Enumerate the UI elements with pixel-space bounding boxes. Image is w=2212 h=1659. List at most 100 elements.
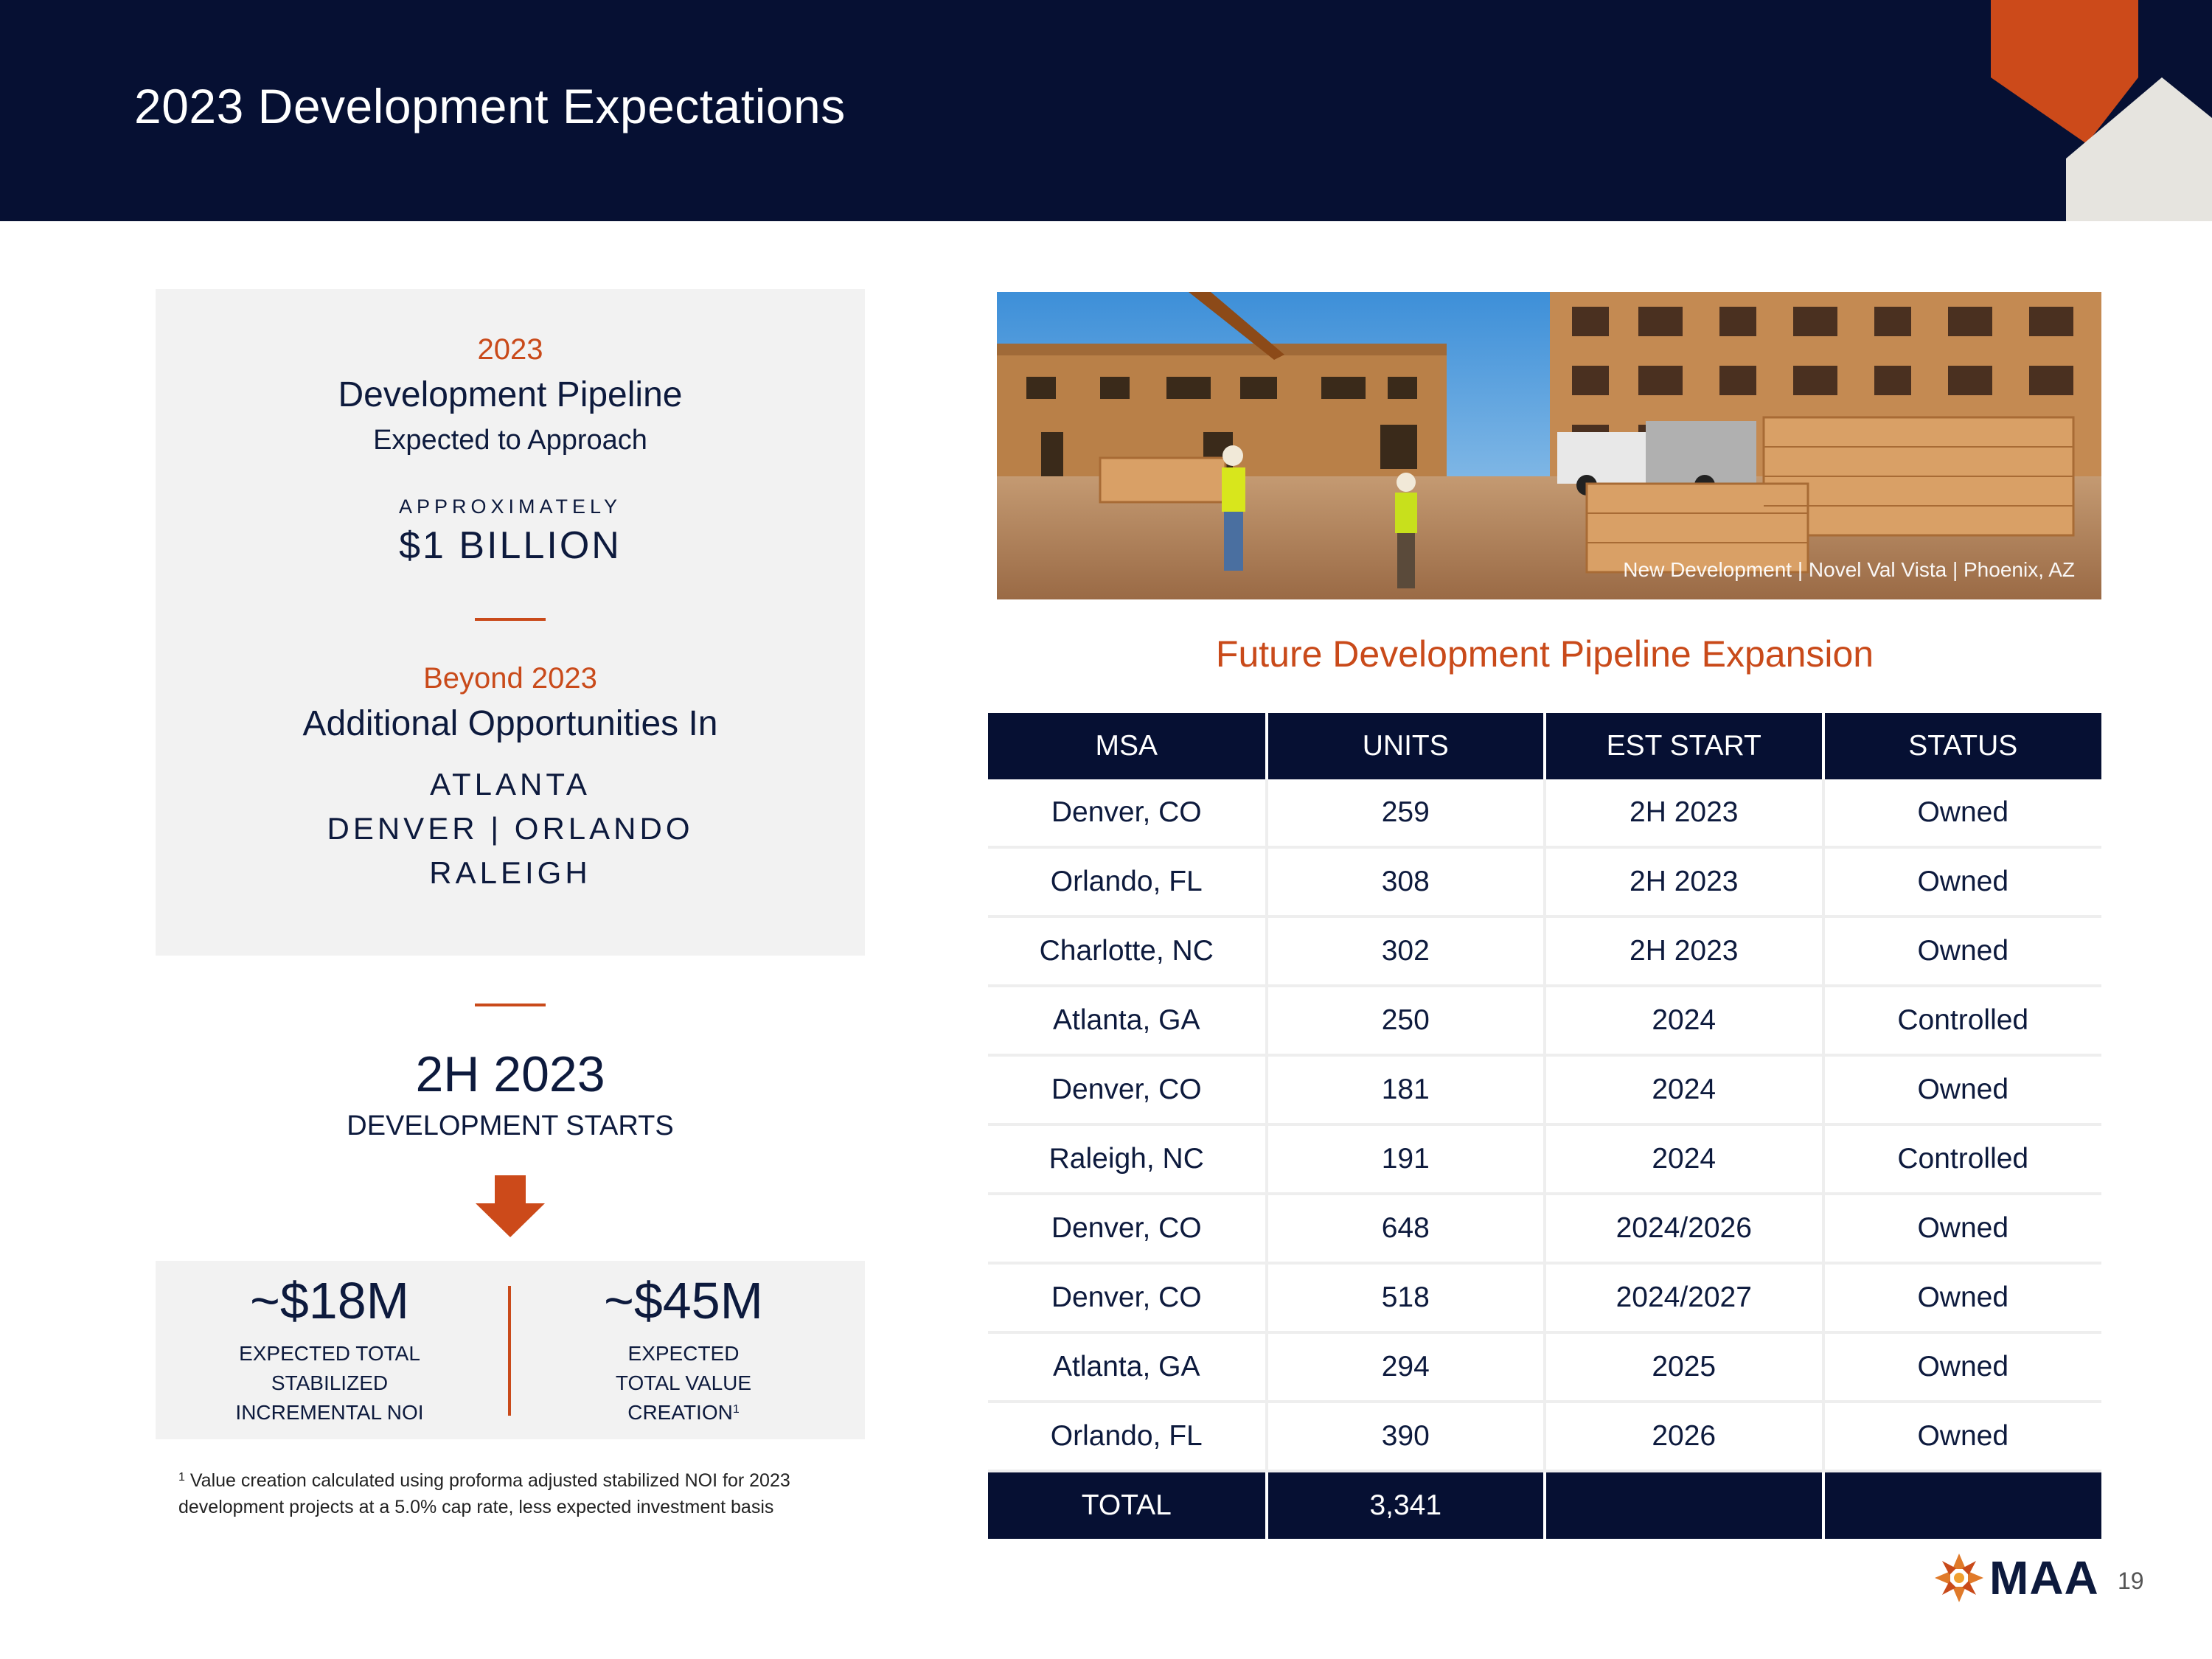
header-bar: 2023 Development Expectations <box>0 0 2212 221</box>
column-header-units: UNITS <box>1265 713 1545 779</box>
cell-status: Owned <box>1821 847 2101 918</box>
table-row: Denver, CO 259 2H 2023 Owned <box>988 779 2101 849</box>
logo-text: MAA <box>1989 1551 2099 1604</box>
cell-msa: Raleigh, NC <box>988 1124 1267 1195</box>
cell-est-start: 2026 <box>1543 1402 1823 1472</box>
cell-msa: Atlanta, GA <box>988 986 1267 1057</box>
pipeline-amount: $1 BILLION <box>399 524 622 567</box>
metric-value-creation: ~$45M EXPECTED TOTAL VALUE CREATION1 <box>521 1272 846 1427</box>
cell-msa: Denver, CO <box>988 779 1267 849</box>
table-row: Denver, CO 648 2024/2026 Owned <box>988 1194 2101 1265</box>
metric-value: ~$45M <box>604 1272 763 1329</box>
cell-units: 250 <box>1265 986 1545 1057</box>
total-empty-cell <box>1821 1471 2101 1539</box>
metric-divider <box>508 1286 511 1416</box>
table-row: Orlando, FL 390 2026 Owned <box>988 1402 2101 1472</box>
total-empty-cell <box>1543 1471 1823 1539</box>
pipeline-subheading: Expected to Approach <box>373 425 647 456</box>
table-row: Atlanta, GA 294 2025 Owned <box>988 1332 2101 1403</box>
cell-units: 518 <box>1265 1263 1545 1334</box>
development-pipeline-panel: 2023 Development Pipeline Expected to Ap… <box>156 289 865 956</box>
table-row: Orlando, FL 308 2H 2023 Owned <box>988 847 2101 918</box>
construction-photo-illustration <box>997 292 2101 599</box>
table-row: Denver, CO 518 2024/2027 Owned <box>988 1263 2101 1334</box>
pipeline-heading: Development Pipeline <box>338 375 683 414</box>
cell-units: 259 <box>1265 779 1545 849</box>
starts-period: 2H 2023 <box>415 1046 605 1102</box>
market-line-2: DENVER | ORLANDO <box>327 811 694 846</box>
cell-status: Owned <box>1821 1194 2101 1265</box>
footnote: 1 Value creation calculated using profor… <box>178 1467 864 1520</box>
table-body: Denver, CO 259 2H 2023 Owned Orlando, FL 308… <box>988 779 2101 1472</box>
maa-logo: MAA <box>1933 1551 2099 1604</box>
table-header-row: MSA UNITS EST START STATUS <box>988 713 2101 779</box>
cell-status: Owned <box>1821 1055 2101 1126</box>
table-header: MSA UNITS EST START STATUS <box>988 713 2101 779</box>
cell-status: Owned <box>1821 1402 2101 1472</box>
metric-desc-line: EXPECTED TOTAL <box>239 1341 420 1365</box>
starts-label: DEVELOPMENT STARTS <box>347 1110 674 1141</box>
page-title: 2023 Development Expectations <box>134 79 846 133</box>
cell-status: Owned <box>1821 1263 2101 1334</box>
cell-units: 294 <box>1265 1332 1545 1403</box>
cell-units: 191 <box>1265 1124 1545 1195</box>
divider-dash <box>475 618 546 621</box>
cell-msa: Charlotte, NC <box>988 917 1267 987</box>
page-number: 19 <box>2118 1568 2144 1594</box>
down-arrow-icon <box>476 1175 545 1237</box>
cell-units: 181 <box>1265 1055 1545 1126</box>
cell-status: Controlled <box>1821 986 2101 1057</box>
table-row: Charlotte, NC 302 2H 2023 Owned <box>988 917 2101 987</box>
cell-msa: Orlando, FL <box>988 1402 1267 1472</box>
metrics-panel: ~$18M EXPECTED TOTAL STABILIZED INCREMEN… <box>156 1261 865 1439</box>
cell-units: 308 <box>1265 847 1545 918</box>
cell-msa: Denver, CO <box>988 1263 1267 1334</box>
cell-est-start: 2H 2023 <box>1543 917 1823 987</box>
metric-value: ~$18M <box>250 1272 409 1329</box>
table-row: Raleigh, NC 191 2024 Controlled <box>988 1124 2101 1195</box>
metric-noi: ~$18M EXPECTED TOTAL STABILIZED INCREMEN… <box>167 1272 492 1427</box>
footnote-marker: 1 <box>178 1471 185 1484</box>
metric-desc-line: TOTAL VALUE <box>615 1371 752 1394</box>
cell-est-start: 2024 <box>1543 1124 1823 1195</box>
cell-est-start: 2H 2023 <box>1543 847 1823 918</box>
metric-desc-line: INCREMENTAL NOI <box>235 1400 424 1424</box>
column-header-est-start: EST START <box>1543 713 1823 779</box>
approx-label: APPROXIMATELY <box>398 495 622 518</box>
corner-accent-graphic <box>1991 0 2212 221</box>
pipeline-table: MSA UNITS EST START STATUS Denver, CO 259… <box>988 713 2101 1539</box>
cell-msa: Atlanta, GA <box>988 1332 1267 1403</box>
metric-desc-text: CREATION <box>627 1400 733 1424</box>
beyond-label: Beyond 2023 <box>423 662 597 695</box>
cell-msa: Orlando, FL <box>988 847 1267 918</box>
column-header-msa: MSA <box>988 713 1267 779</box>
market-line-1: ATLANTA <box>430 767 591 801</box>
table-title: Future Development Pipeline Expansion <box>1215 633 1874 675</box>
cell-status: Owned <box>1821 1332 2101 1403</box>
total-units: 3,341 <box>1265 1471 1545 1539</box>
metric-description: EXPECTED TOTAL STABILIZED INCREMENTAL NO… <box>167 1339 492 1427</box>
beyond-heading: Additional Opportunities In <box>302 704 718 743</box>
metric-desc-line: EXPECTED <box>627 1341 740 1365</box>
cell-est-start: 2024 <box>1543 1055 1823 1126</box>
metric-desc-line: STABILIZED <box>271 1371 389 1394</box>
construction-photo: New Development | Novel Val Vista | Phoe… <box>997 292 2101 599</box>
table-row: Atlanta, GA 250 2024 Controlled <box>988 986 2101 1057</box>
cell-units: 648 <box>1265 1194 1545 1265</box>
cell-est-start: 2024 <box>1543 986 1823 1057</box>
table-footer: TOTAL 3,341 <box>988 1471 2101 1539</box>
footnote-marker: 1 <box>732 1402 740 1416</box>
maa-logo-mark-icon <box>1935 1554 1983 1602</box>
footnote-text: Value creation calculated using proforma… <box>178 1470 790 1517</box>
metric-description: EXPECTED TOTAL VALUE CREATION1 <box>521 1339 846 1427</box>
cell-est-start: 2024/2026 <box>1543 1194 1823 1265</box>
cell-units: 390 <box>1265 1402 1545 1472</box>
divider-dash <box>475 1004 546 1006</box>
cell-status: Owned <box>1821 917 2101 987</box>
cell-units: 302 <box>1265 917 1545 987</box>
cell-est-start: 2025 <box>1543 1332 1823 1403</box>
total-label: TOTAL <box>988 1471 1267 1539</box>
market-line-3: RALEIGH <box>429 855 591 890</box>
table-total-row: TOTAL 3,341 <box>988 1471 2101 1539</box>
cell-status: Controlled <box>1821 1124 2101 1195</box>
